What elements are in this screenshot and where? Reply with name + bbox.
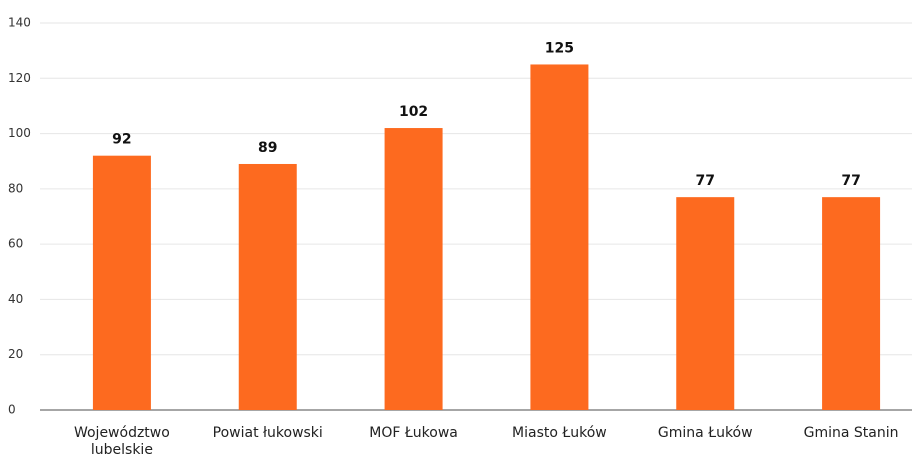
x-tick-label: Gmina Łuków xyxy=(657,425,753,441)
x-tick-label: Województwo lubelskie xyxy=(73,425,170,458)
bar xyxy=(384,128,443,411)
value-label: 92 xyxy=(112,132,131,148)
bar xyxy=(676,197,735,410)
value-label: 89 xyxy=(258,140,277,156)
y-tick-label: 20 xyxy=(8,347,23,361)
value-label: 125 xyxy=(545,40,574,56)
value-label: 102 xyxy=(399,104,428,120)
value-label: 77 xyxy=(696,173,715,189)
y-tick-label: 40 xyxy=(8,292,23,306)
x-tick-label: Gmina Stanin xyxy=(803,425,899,441)
y-tick-label: 140 xyxy=(8,16,31,30)
bar xyxy=(530,64,589,410)
y-tick-label: 120 xyxy=(8,71,31,85)
y-tick-label: 100 xyxy=(8,126,31,140)
x-tick-label: Miasto Łuków xyxy=(512,425,607,441)
bar xyxy=(822,197,881,410)
x-tick-label: Powiat łukowski xyxy=(212,425,323,441)
y-tick-label: 60 xyxy=(8,237,23,251)
x-tick-label: MOF Łukowa xyxy=(369,425,458,441)
value-label: 77 xyxy=(841,173,860,189)
y-tick-label: 80 xyxy=(8,181,23,195)
y-tick-label: 0 xyxy=(8,403,16,417)
bar xyxy=(238,163,297,410)
bar xyxy=(92,155,151,410)
